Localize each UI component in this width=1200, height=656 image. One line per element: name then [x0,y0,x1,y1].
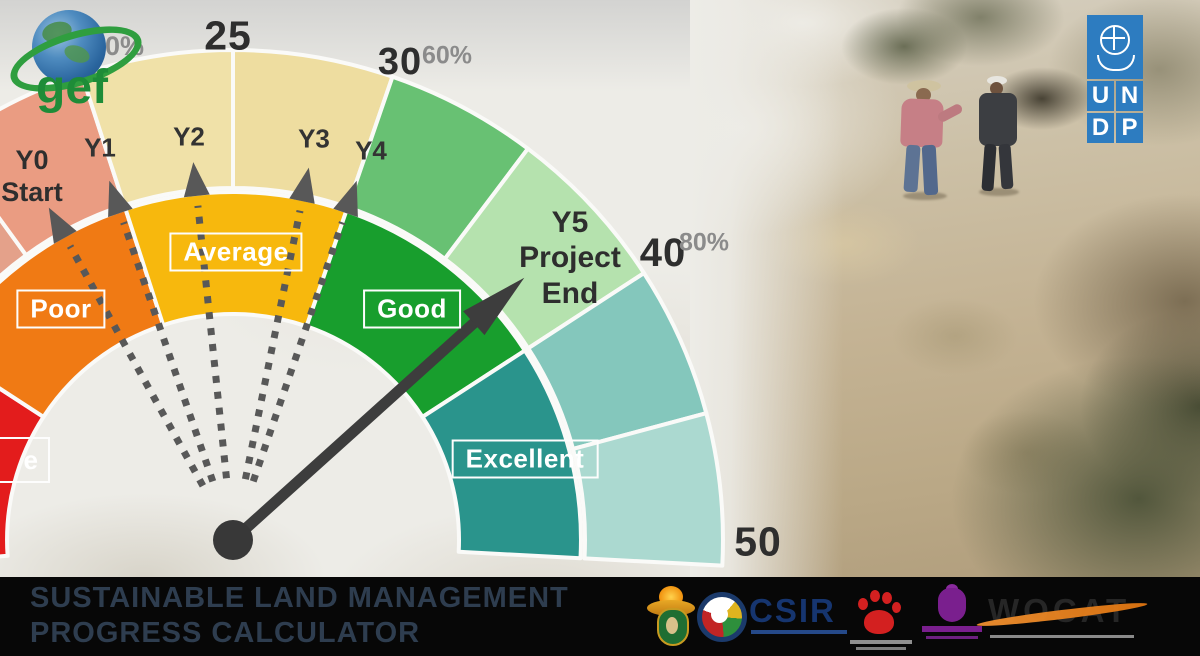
undp-letter-grid: U N D P [1087,81,1143,143]
dotted-line-y1 [120,221,217,483]
inner-segment-good [304,209,527,419]
undp-letter-p: P [1116,113,1143,143]
csir-wordmark: CSIR [749,592,836,629]
year-label-y0-main: Y0 [15,145,49,176]
purple-emblem-logo [922,584,982,648]
paw-pad-icon [864,610,894,634]
un-globe-icon [1100,25,1130,55]
dotted-line-y4 [249,221,346,483]
score-tick-40: 40 [639,231,687,275]
rating-label-poor: Poor [16,289,106,329]
undp-letter-n: N [1116,81,1143,111]
score-tick-50: 50 [734,518,782,565]
rating-label-good: Good [363,289,461,329]
rating-label-excellent: Excellent [451,439,599,479]
wocat-tagline-bar [990,635,1134,638]
inner-segment-excellent [420,348,583,561]
year-label-y0-sub: Start [1,177,63,207]
undp-logo: U N D P [1087,15,1143,143]
year-label-y0: Y0 Start [1,145,63,209]
footer-title-line1: SUSTAINABLE LAND MANAGEMENT [30,582,569,614]
needle-hub [213,520,253,560]
inner-ring [0,190,583,561]
undp-letter-d: D [1087,113,1114,143]
year-label-y5-main: Y5 [551,205,589,239]
un-emblem-icon [1087,15,1143,79]
csir-emblem-center [711,606,728,623]
red-paw-logo [850,588,914,652]
wocat-logo: WOCAT [976,592,1148,644]
year-label-y5-sub2: End [541,276,599,310]
footer-bar: SUSTAINABLE LAND MANAGEMENT PROGRESS CAL… [0,577,1200,656]
percent-tick-80: 80% [678,228,730,257]
photo-fade-overlay [690,0,1200,580]
score-tick-25: 25 [204,12,252,59]
paw-toe-icon [882,592,892,604]
arrowhead-y4 [333,180,358,218]
year-label-y5-sub1: Project [519,241,621,275]
coat-of-arms-center-icon [666,617,678,634]
year-label-y4: Y4 [355,135,387,166]
year-dotted-lines [67,205,346,488]
undp-letter-u: U [1087,81,1114,111]
paw-text-bar [856,647,906,650]
needle [213,277,525,560]
un-laurel-icon [1097,55,1135,71]
outer-segment [0,215,29,279]
rating-label-average: Average [169,232,303,272]
purple-emblem-text-bar [926,636,978,639]
arrowhead-y1 [108,180,133,218]
csir-logo: CSIR [697,590,857,642]
year-label-y5: Y5 Project End [519,205,621,311]
dotted-line-y3 [241,210,304,480]
dotted-line-y2 [194,205,230,479]
needle-arrowhead [463,277,525,336]
percent-tick-60: 60% [421,41,473,70]
rating-label-cutoff: e [0,437,50,483]
arrowhead-y3 [289,167,315,204]
score-tick-30: 30 [377,41,423,84]
inner-segment-red [0,386,46,559]
dotted-line-y0 [67,244,206,488]
paw-toe-icon [858,598,868,610]
year-arrowheads [48,162,358,244]
outer-segment [571,411,725,568]
purple-emblem-shield-icon [938,588,966,622]
arrowhead-y2 [183,162,210,198]
paw-toe-icon [870,590,880,602]
arrowhead-y0 [48,207,77,244]
gef-wordmark: gef [36,61,108,114]
year-label-y3: Y3 [298,123,330,154]
paw-text-bar [850,640,912,644]
footer-title-line2: PROGRESS CALCULATOR [30,617,421,649]
purple-emblem-bar [922,626,982,632]
outer-ring [0,48,725,568]
year-label-y2: Y2 [173,121,205,152]
csir-tagline-bar [751,630,847,634]
paw-toe-icon [892,602,901,613]
needle-shaft [227,313,484,546]
sa-coat-of-arms-logo [647,586,697,646]
year-label-y1: Y1 [84,132,116,163]
gef-logo: gef [3,4,162,119]
